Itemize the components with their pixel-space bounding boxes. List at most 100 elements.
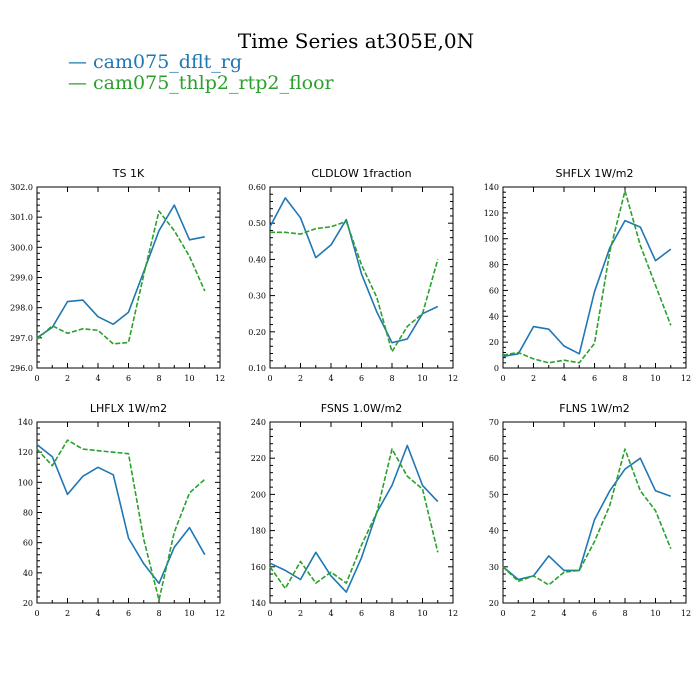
series-line-thlp2 <box>269 448 439 590</box>
panel-title: TS 1K <box>112 167 145 180</box>
y-tick-label: 20 <box>489 338 499 347</box>
y-tick-label: 200 <box>251 490 266 499</box>
y-tick-label: 40 <box>489 312 499 321</box>
y-tick-label: 60 <box>489 286 499 295</box>
x-tick-label: 0 <box>500 609 505 618</box>
x-tick-label: 10 <box>184 609 194 618</box>
x-tick-label: 10 <box>184 374 194 383</box>
x-tick-label: 12 <box>448 609 458 618</box>
y-tick-label: 60 <box>23 539 33 548</box>
y-tick-label: 80 <box>23 509 33 518</box>
x-tick-label: 12 <box>215 374 225 383</box>
y-tick-label: 0.30 <box>248 292 266 301</box>
series-line-dflt <box>502 457 672 581</box>
x-tick-label: 2 <box>531 374 536 383</box>
panel-title: LHFLX 1W/m2 <box>90 402 167 415</box>
x-tick-label: 4 <box>561 609 566 618</box>
series-line-dflt <box>269 444 439 593</box>
y-tick-label: 0.20 <box>248 328 266 337</box>
y-tick-label: 301.0 <box>10 213 33 222</box>
x-tick-label: 4 <box>95 374 100 383</box>
y-tick-label: 120 <box>18 448 33 457</box>
series-line-thlp2 <box>36 439 206 601</box>
y-tick-label: 80 <box>489 261 499 270</box>
panel-title: CLDLOW 1fraction <box>311 167 411 180</box>
y-tick-label: 40 <box>489 527 499 536</box>
x-tick-label: 6 <box>592 374 597 383</box>
series-line-dflt <box>269 197 439 344</box>
x-tick-label: 6 <box>126 374 131 383</box>
x-tick-label: 12 <box>681 609 691 618</box>
y-tick-label: 140 <box>251 599 266 608</box>
panel-3: LHFLX 1W/m2 0 2 4 6 8 10 12 20 40 60 80 100 120 140 <box>18 402 225 618</box>
legend-entry-dflt: — cam075_dflt_rg <box>68 51 242 73</box>
y-tick-label: 160 <box>251 563 266 572</box>
x-tick-label: 6 <box>359 609 364 618</box>
x-tick-label: 8 <box>389 609 394 618</box>
x-tick-label: 12 <box>448 374 458 383</box>
x-tick-label: 8 <box>156 374 161 383</box>
y-tick-label: 50 <box>489 490 499 499</box>
y-tick-label: 0.40 <box>248 255 266 264</box>
y-tick-label: 180 <box>251 527 266 536</box>
x-tick-label: 6 <box>592 609 597 618</box>
panel-1: CLDLOW 1fraction 0 2 4 6 8 10 12 0.10 0.20 0.30 0.4… <box>248 167 458 383</box>
plot-frame <box>269 421 454 604</box>
x-tick-label: 6 <box>359 374 364 383</box>
x-tick-label: 4 <box>561 374 566 383</box>
x-tick-label: 10 <box>650 374 660 383</box>
x-tick-label: 0 <box>34 374 39 383</box>
y-tick-label: 20 <box>489 599 499 608</box>
x-tick-label: 4 <box>328 374 333 383</box>
y-tick-label: 0.10 <box>248 364 266 373</box>
x-tick-label: 2 <box>65 374 70 383</box>
x-tick-label: 0 <box>267 374 272 383</box>
y-tick-label: 30 <box>489 563 499 572</box>
y-tick-label: 60 <box>489 454 499 463</box>
figure-title: Time Series at305E,0N <box>238 29 474 53</box>
y-tick-label: 298.0 <box>10 304 33 313</box>
y-tick-label: 40 <box>23 569 33 578</box>
x-tick-label: 8 <box>156 609 161 618</box>
x-tick-label: 8 <box>622 609 627 618</box>
y-tick-label: 0.50 <box>248 219 266 228</box>
y-tick-label: 100 <box>18 478 33 487</box>
x-tick-label: 0 <box>34 609 39 618</box>
y-tick-label: 140 <box>484 183 499 192</box>
y-tick-label: 220 <box>251 454 266 463</box>
x-tick-label: 4 <box>328 609 333 618</box>
x-tick-label: 10 <box>417 374 427 383</box>
x-tick-label: 6 <box>126 609 131 618</box>
x-tick-label: 10 <box>417 609 427 618</box>
x-tick-label: 12 <box>215 609 225 618</box>
y-tick-label: 302.0 <box>10 183 33 192</box>
y-tick-label: 70 <box>489 418 499 427</box>
x-tick-label: 4 <box>95 609 100 618</box>
series-line-dflt <box>502 219 672 358</box>
y-tick-label: 240 <box>251 418 266 427</box>
x-tick-label: 2 <box>65 609 70 618</box>
panel-5: FLNS 1W/m2 0 2 4 6 8 10 12 20 30 40 50 60 70 <box>489 402 691 618</box>
panel-title: FSNS 1.0W/m2 <box>321 402 403 415</box>
panel-0: TS 1K 0 2 4 6 8 10 12 296.0 297.0 298.0 299.0 300.0 3… <box>10 167 225 383</box>
panel-title: FLNS 1W/m2 <box>559 402 629 415</box>
x-tick-label: 8 <box>622 374 627 383</box>
series-line-thlp2 <box>36 210 206 345</box>
x-tick-label: 8 <box>389 374 394 383</box>
y-tick-label: 0 <box>494 364 499 373</box>
plot-frame <box>36 421 221 604</box>
y-tick-label: 120 <box>484 209 499 218</box>
y-tick-label: 0.60 <box>248 183 266 192</box>
series-line-dflt <box>36 443 206 585</box>
y-tick-label: 140 <box>18 418 33 427</box>
y-tick-label: 20 <box>23 599 33 608</box>
series-line-thlp2 <box>502 448 672 586</box>
x-tick-label: 2 <box>531 609 536 618</box>
x-tick-label: 10 <box>650 609 660 618</box>
x-tick-label: 12 <box>681 374 691 383</box>
x-tick-label: 0 <box>500 374 505 383</box>
y-tick-label: 296.0 <box>10 364 33 373</box>
panel-4: FSNS 1.0W/m2 0 2 4 6 8 10 12 140 160 180 200 220 240 <box>251 402 458 618</box>
series-line-thlp2 <box>502 190 672 364</box>
